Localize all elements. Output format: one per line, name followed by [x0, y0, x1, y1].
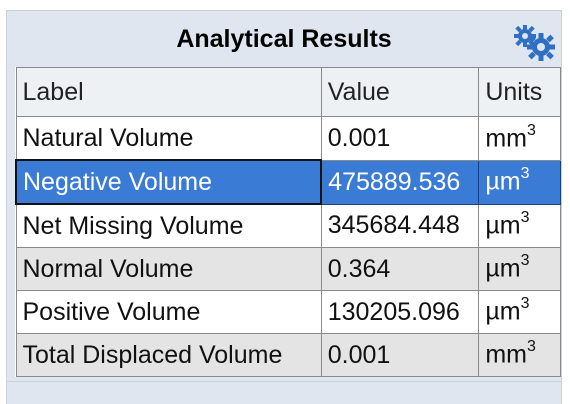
- unit-exponent: 3: [527, 121, 536, 139]
- unit-exponent: 3: [527, 338, 536, 356]
- unit-base: µm: [485, 167, 521, 196]
- unit-base: mm: [485, 340, 527, 369]
- row-value[interactable]: 0.364: [320, 247, 480, 291]
- row-label[interactable]: Normal Volume: [15, 247, 322, 291]
- unit-exponent: 3: [520, 209, 530, 227]
- unit-base: µm: [485, 211, 521, 240]
- unit-base: µm: [485, 297, 521, 326]
- row-units[interactable]: µm3: [478, 247, 561, 291]
- unit-exponent: 3: [520, 295, 530, 313]
- row-value[interactable]: 345684.448: [320, 203, 480, 248]
- unit-exponent: 3: [520, 252, 530, 270]
- gears-icon[interactable]: [511, 23, 557, 63]
- row-units[interactable]: µm3: [478, 290, 561, 334]
- gears-icon-graphic: [514, 25, 555, 61]
- row-units[interactable]: µm3: [478, 159, 561, 205]
- results-table: Label Value Units Natural Volume 0.001 m…: [14, 67, 561, 377]
- panel-title: Analytical Results: [176, 25, 392, 53]
- table-row[interactable]: Positive Volume 130205.096 µm3: [15, 290, 561, 334]
- table-row[interactable]: Net Missing Volume 345684.448 µm3: [15, 203, 561, 248]
- analytical-results-panel: Analytical Results: [6, 10, 562, 382]
- table-row[interactable]: Total Displaced Volume 0.001 mm3: [15, 333, 561, 377]
- panel-header: Analytical Results: [7, 11, 561, 69]
- table-row[interactable]: Normal Volume 0.364 µm3: [15, 247, 561, 291]
- row-label[interactable]: Net Missing Volume: [15, 203, 322, 248]
- row-label[interactable]: Natural Volume: [15, 116, 322, 161]
- panel-footer: [6, 382, 562, 404]
- row-units[interactable]: µm3: [478, 203, 561, 248]
- row-label[interactable]: Negative Volume: [14, 159, 323, 205]
- unit-exponent: 3: [520, 165, 530, 183]
- table-row-selected[interactable]: Negative Volume 475889.536 µm3: [14, 159, 561, 205]
- column-header-units[interactable]: Units: [478, 67, 561, 117]
- row-value[interactable]: 475889.536: [320, 159, 480, 205]
- unit-base: µm: [485, 254, 521, 283]
- table-header-row: Label Value Units: [15, 67, 561, 117]
- unit-base: mm: [485, 123, 527, 152]
- row-units[interactable]: mm3: [478, 116, 561, 161]
- row-value[interactable]: 130205.096: [320, 290, 480, 334]
- row-label[interactable]: Positive Volume: [15, 290, 322, 334]
- column-header-label[interactable]: Label: [15, 67, 322, 117]
- table-row[interactable]: Natural Volume 0.001 mm3: [15, 116, 561, 161]
- column-header-value[interactable]: Value: [320, 67, 480, 117]
- row-label[interactable]: Total Displaced Volume: [15, 333, 322, 377]
- row-value[interactable]: 0.001: [320, 116, 480, 161]
- row-value[interactable]: 0.001: [320, 333, 480, 377]
- row-units[interactable]: mm3: [478, 333, 561, 377]
